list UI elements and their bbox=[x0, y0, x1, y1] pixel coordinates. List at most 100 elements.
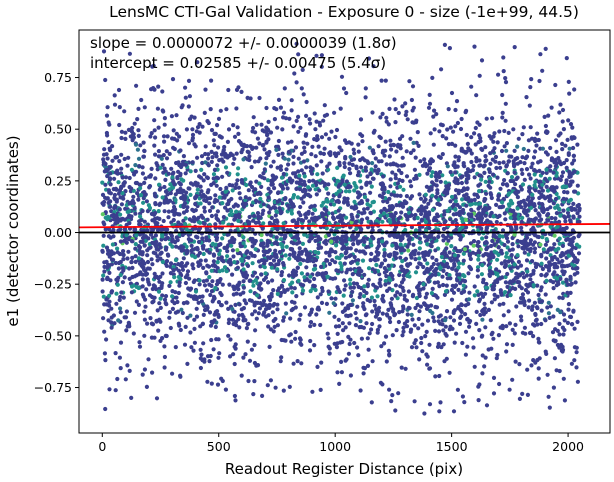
data-point bbox=[528, 176, 533, 181]
data-point bbox=[339, 370, 344, 375]
data-point bbox=[262, 147, 267, 152]
data-point bbox=[203, 160, 208, 165]
data-point bbox=[565, 190, 570, 195]
data-point bbox=[337, 256, 342, 261]
data-point bbox=[206, 120, 211, 126]
data-point bbox=[510, 342, 515, 347]
data-point bbox=[283, 116, 289, 121]
data-point bbox=[129, 260, 134, 265]
data-point bbox=[496, 333, 501, 338]
data-point bbox=[235, 248, 240, 253]
data-point bbox=[531, 322, 536, 327]
data-point bbox=[500, 115, 505, 120]
data-point bbox=[549, 105, 554, 110]
data-point bbox=[554, 185, 559, 190]
data-point bbox=[117, 207, 122, 212]
data-point bbox=[491, 375, 497, 380]
data-point bbox=[138, 218, 144, 223]
data-point bbox=[331, 301, 336, 306]
data-point bbox=[340, 321, 345, 326]
data-point bbox=[473, 201, 478, 206]
data-point bbox=[500, 204, 506, 209]
data-point bbox=[244, 326, 249, 331]
data-point bbox=[162, 344, 167, 349]
data-point bbox=[480, 371, 485, 376]
data-point bbox=[167, 310, 172, 315]
data-point bbox=[571, 215, 576, 220]
data-point bbox=[394, 328, 399, 333]
data-point bbox=[545, 305, 550, 310]
data-point bbox=[232, 134, 238, 139]
data-point bbox=[167, 315, 172, 320]
data-point bbox=[493, 235, 498, 240]
data-point bbox=[453, 107, 458, 113]
data-point bbox=[176, 268, 181, 273]
data-point bbox=[436, 272, 441, 277]
data-point bbox=[389, 213, 394, 218]
data-point bbox=[483, 325, 488, 330]
data-point bbox=[211, 347, 216, 352]
data-point bbox=[383, 334, 389, 339]
data-point bbox=[497, 302, 502, 307]
data-point bbox=[368, 203, 373, 208]
data-point bbox=[201, 178, 206, 183]
data-point bbox=[304, 165, 309, 170]
data-point bbox=[471, 239, 477, 244]
data-point bbox=[368, 180, 373, 185]
data-point bbox=[214, 154, 219, 159]
data-point bbox=[167, 187, 172, 192]
data-point bbox=[524, 282, 529, 287]
data-point bbox=[215, 260, 220, 265]
data-point bbox=[212, 318, 217, 323]
data-point bbox=[136, 156, 142, 161]
data-point bbox=[453, 207, 458, 212]
data-point bbox=[127, 201, 132, 206]
data-point bbox=[310, 183, 316, 188]
data-point bbox=[349, 212, 354, 217]
data-point bbox=[338, 188, 343, 193]
data-point bbox=[458, 281, 463, 286]
data-point bbox=[413, 120, 419, 125]
data-point bbox=[257, 283, 262, 288]
data-point bbox=[427, 402, 433, 407]
data-point bbox=[500, 200, 505, 205]
data-point bbox=[120, 191, 125, 196]
data-point bbox=[168, 261, 174, 266]
data-point bbox=[109, 306, 114, 311]
data-point bbox=[140, 171, 145, 176]
data-point bbox=[560, 344, 565, 349]
data-point bbox=[251, 392, 256, 397]
data-point bbox=[243, 352, 248, 357]
data-point bbox=[171, 217, 176, 223]
data-point bbox=[441, 268, 446, 273]
data-point bbox=[339, 359, 344, 364]
data-point bbox=[561, 208, 566, 213]
data-point bbox=[344, 90, 349, 96]
data-point bbox=[551, 280, 556, 285]
data-point bbox=[134, 83, 139, 88]
data-point bbox=[204, 198, 209, 204]
data-point bbox=[237, 302, 242, 307]
data-point bbox=[415, 302, 420, 307]
data-point bbox=[566, 214, 571, 219]
data-point bbox=[401, 187, 406, 192]
data-point bbox=[285, 140, 291, 145]
data-point bbox=[139, 263, 144, 268]
data-point bbox=[117, 159, 122, 164]
data-point bbox=[415, 215, 420, 221]
data-point bbox=[453, 124, 458, 129]
data-point bbox=[520, 215, 525, 220]
data-point bbox=[480, 353, 485, 358]
data-point bbox=[261, 241, 266, 246]
data-point bbox=[334, 191, 339, 196]
data-point bbox=[427, 226, 432, 231]
data-point bbox=[449, 141, 455, 146]
data-point bbox=[425, 242, 430, 247]
data-point bbox=[426, 304, 431, 309]
data-point bbox=[415, 130, 420, 135]
data-point bbox=[320, 271, 325, 276]
data-point bbox=[400, 178, 405, 183]
data-point bbox=[433, 293, 439, 298]
data-point bbox=[520, 292, 526, 297]
data-point bbox=[534, 305, 540, 310]
